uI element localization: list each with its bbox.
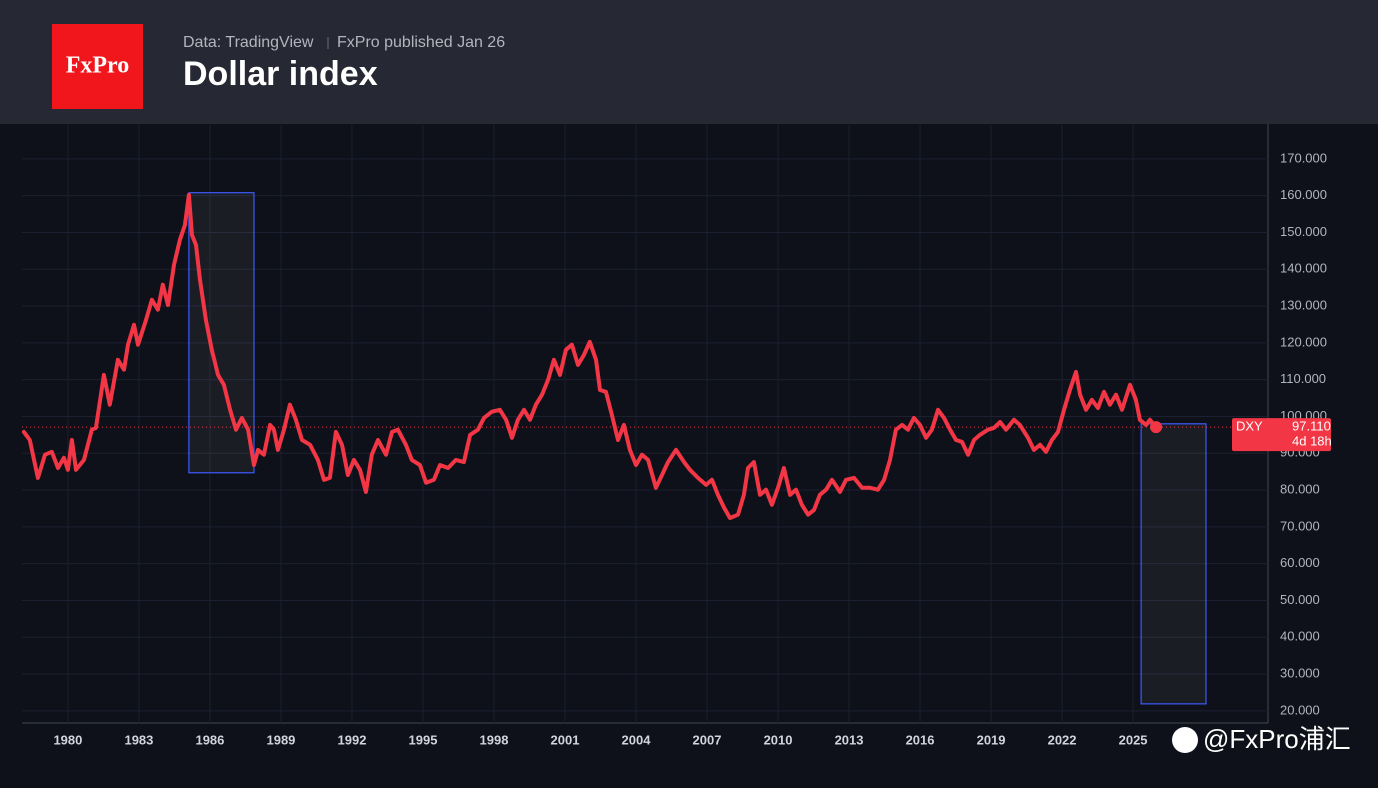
x-tick-label: 2001 xyxy=(551,732,580,747)
x-tick-label: 1983 xyxy=(124,732,153,747)
last-value-label: 97.110 xyxy=(1292,419,1331,434)
x-tick-label: 1989 xyxy=(266,732,295,747)
last-point xyxy=(1150,421,1163,434)
x-tick-label: 2010 xyxy=(764,732,793,747)
x-tick-label: 1998 xyxy=(480,732,509,747)
y-tick-label: 140.000 xyxy=(1280,261,1327,276)
x-tick-label: 2025 xyxy=(1119,732,1148,747)
watermark-icon xyxy=(1172,727,1198,753)
x-tick-label: 2007 xyxy=(693,732,722,747)
watermark-group: @FxPro浦汇 xyxy=(1172,724,1351,754)
x-tick-label: 1992 xyxy=(338,732,367,747)
y-tick-label: 40.000 xyxy=(1280,629,1320,644)
y-tick-label: 150.000 xyxy=(1280,224,1327,239)
x-tick-label: 1995 xyxy=(409,732,438,747)
x-tick-label: 2019 xyxy=(977,732,1006,747)
annotation-box xyxy=(1140,423,1207,705)
countdown: 4d 18h xyxy=(1292,434,1332,449)
y-tick-label: 80.000 xyxy=(1280,481,1320,496)
series-name: DXY xyxy=(1236,419,1263,434)
published: FxPro published Jan 26 xyxy=(337,34,505,51)
watermark: @FxPro浦汇 xyxy=(1203,724,1351,754)
logo-box xyxy=(52,24,143,109)
chart-title: Dollar index xyxy=(183,55,378,93)
logo: FxPro xyxy=(66,53,130,79)
y-tick-label: 70.000 xyxy=(1280,518,1320,533)
x-tick-label: 2004 xyxy=(622,732,652,747)
y-tick-label: 170.000 xyxy=(1280,150,1327,165)
x-tick-label: 2016 xyxy=(906,732,935,747)
y-tick-label: 130.000 xyxy=(1280,297,1327,312)
y-tick-label: 110.000 xyxy=(1280,371,1326,386)
annotation-box xyxy=(188,192,255,474)
y-tick-label: 120.000 xyxy=(1280,334,1327,349)
y-tick-label: 20.000 xyxy=(1280,702,1320,717)
x-tick-label: 2013 xyxy=(835,732,864,747)
source: Data: TradingView xyxy=(183,34,314,51)
x-tick-label: 2022 xyxy=(1048,732,1077,747)
x-tick-label: 1986 xyxy=(195,732,224,747)
price-line xyxy=(21,192,1158,520)
y-tick-label: 50.000 xyxy=(1280,592,1320,607)
y-tick-label: 160.000 xyxy=(1280,187,1327,202)
y-tick-label: 60.000 xyxy=(1280,555,1320,570)
x-tick-label: 1980 xyxy=(53,732,82,747)
header-bar xyxy=(0,0,1378,124)
y-tick-label: 30.000 xyxy=(1280,665,1320,680)
price-tag xyxy=(1232,418,1331,452)
